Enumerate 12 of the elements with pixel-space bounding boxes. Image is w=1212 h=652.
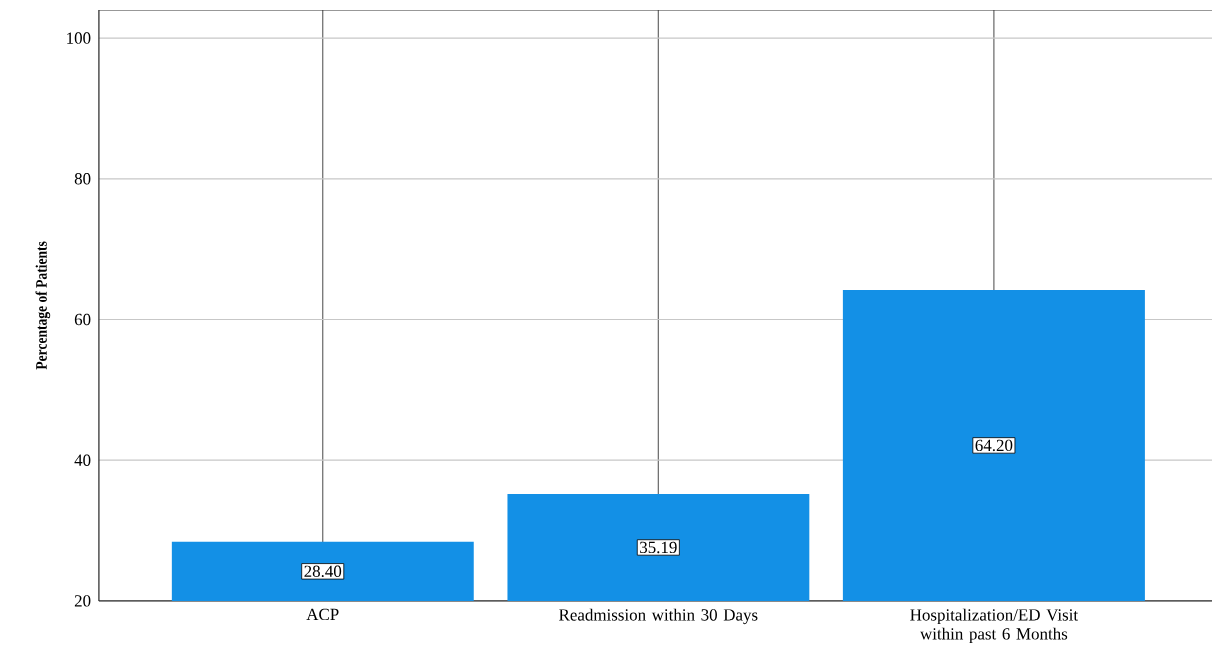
y-tick-label: 80: [74, 173, 91, 185]
y-axis-title: Percentage of Patients: [35, 241, 51, 370]
y-tick-label: 60: [74, 313, 91, 326]
data-label: 64.20: [975, 439, 1013, 452]
y-tick-label: 40: [74, 454, 91, 467]
x-tick-label: ACP: [306, 608, 339, 621]
data-label: 35.19: [640, 541, 677, 554]
y-tick-label: 20: [74, 595, 91, 607]
x-tick-label: Readmission within 30 Days: [559, 608, 758, 625]
data-label: 28.40: [304, 565, 342, 578]
x-tick-label: Hospitalization/ED Visit within past 6 Months: [910, 608, 1079, 644]
y-tick-label: 100: [67, 32, 91, 44]
